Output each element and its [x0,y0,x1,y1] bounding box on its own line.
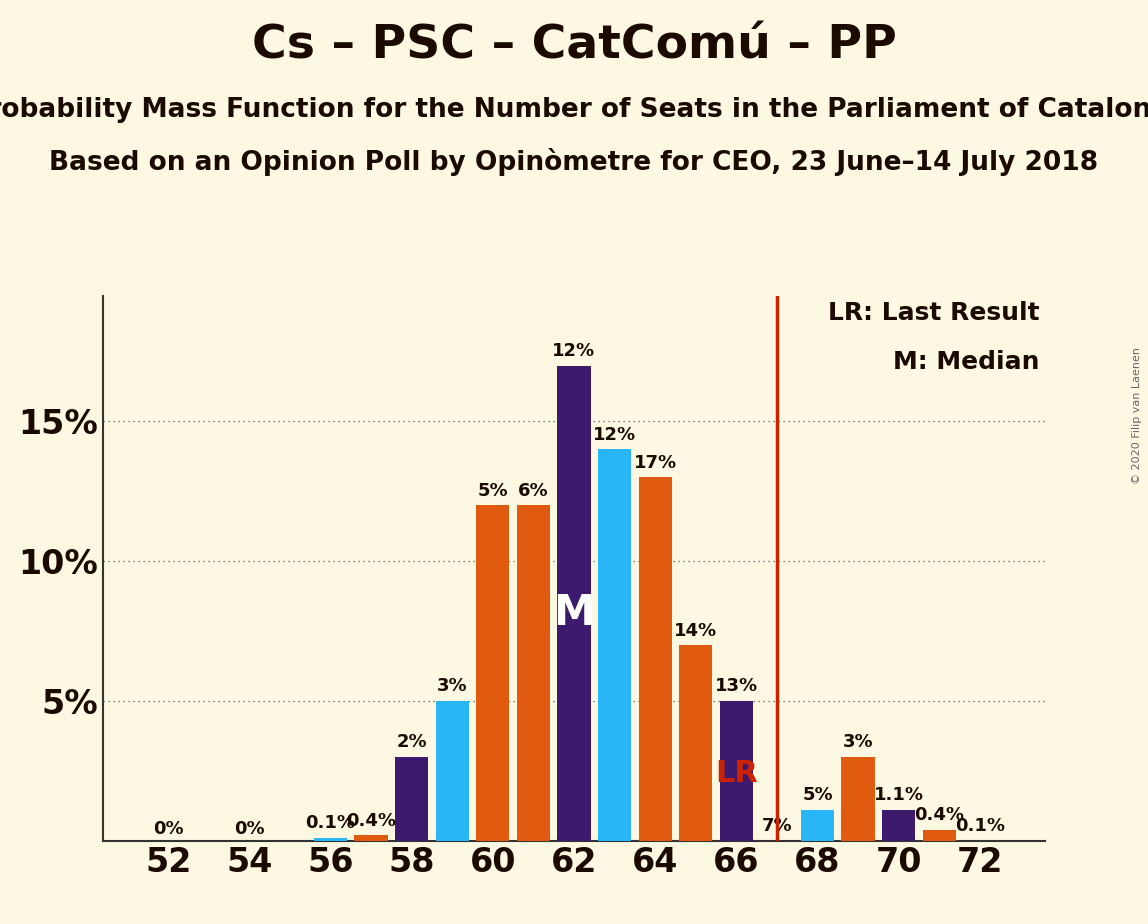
Text: 12%: 12% [594,426,636,444]
Text: 17%: 17% [634,454,676,472]
Bar [313,838,347,841]
Text: © 2020 Filip van Laenen: © 2020 Filip van Laenen [1132,347,1142,484]
Text: Cs – PSC – CatComú – PP: Cs – PSC – CatComú – PP [251,23,897,68]
Text: Probability Mass Function for the Number of Seats in the Parliament of Catalonia: Probability Mass Function for the Number… [0,97,1148,123]
Text: 14%: 14% [674,622,718,639]
Bar [395,757,428,841]
Bar [355,835,388,841]
Text: 13%: 13% [715,677,758,696]
Bar [558,366,590,841]
Bar [923,830,956,841]
Text: 0.1%: 0.1% [955,817,1004,835]
Text: 0%: 0% [153,820,184,838]
Text: M: Median: M: Median [893,350,1040,374]
Text: LR: Last Result: LR: Last Result [829,301,1040,325]
Text: LR: LR [715,760,758,788]
Text: 0.4%: 0.4% [914,806,964,824]
Text: 0.4%: 0.4% [346,811,396,830]
Text: 1.1%: 1.1% [874,786,924,805]
Text: 3%: 3% [843,734,874,751]
Text: 12%: 12% [552,342,596,360]
Text: Based on an Opinion Poll by Opinòmetre for CEO, 23 June–14 July 2018: Based on an Opinion Poll by Opinòmetre f… [49,148,1099,176]
Text: 6%: 6% [518,481,549,500]
Text: M: M [553,591,595,634]
Bar [435,701,468,841]
Text: 0%: 0% [234,820,265,838]
Bar [720,701,753,841]
Bar [476,505,510,841]
Text: 0.1%: 0.1% [305,814,356,833]
Bar [841,757,875,841]
Bar [801,810,835,841]
Text: 5%: 5% [802,786,832,805]
Text: 7%: 7% [761,817,792,835]
Text: 3%: 3% [437,677,467,696]
Bar [882,810,915,841]
Bar [680,645,713,841]
Bar [517,505,550,841]
Text: 5%: 5% [478,481,509,500]
Bar [638,478,672,841]
Text: 2%: 2% [396,734,427,751]
Bar [598,449,631,841]
